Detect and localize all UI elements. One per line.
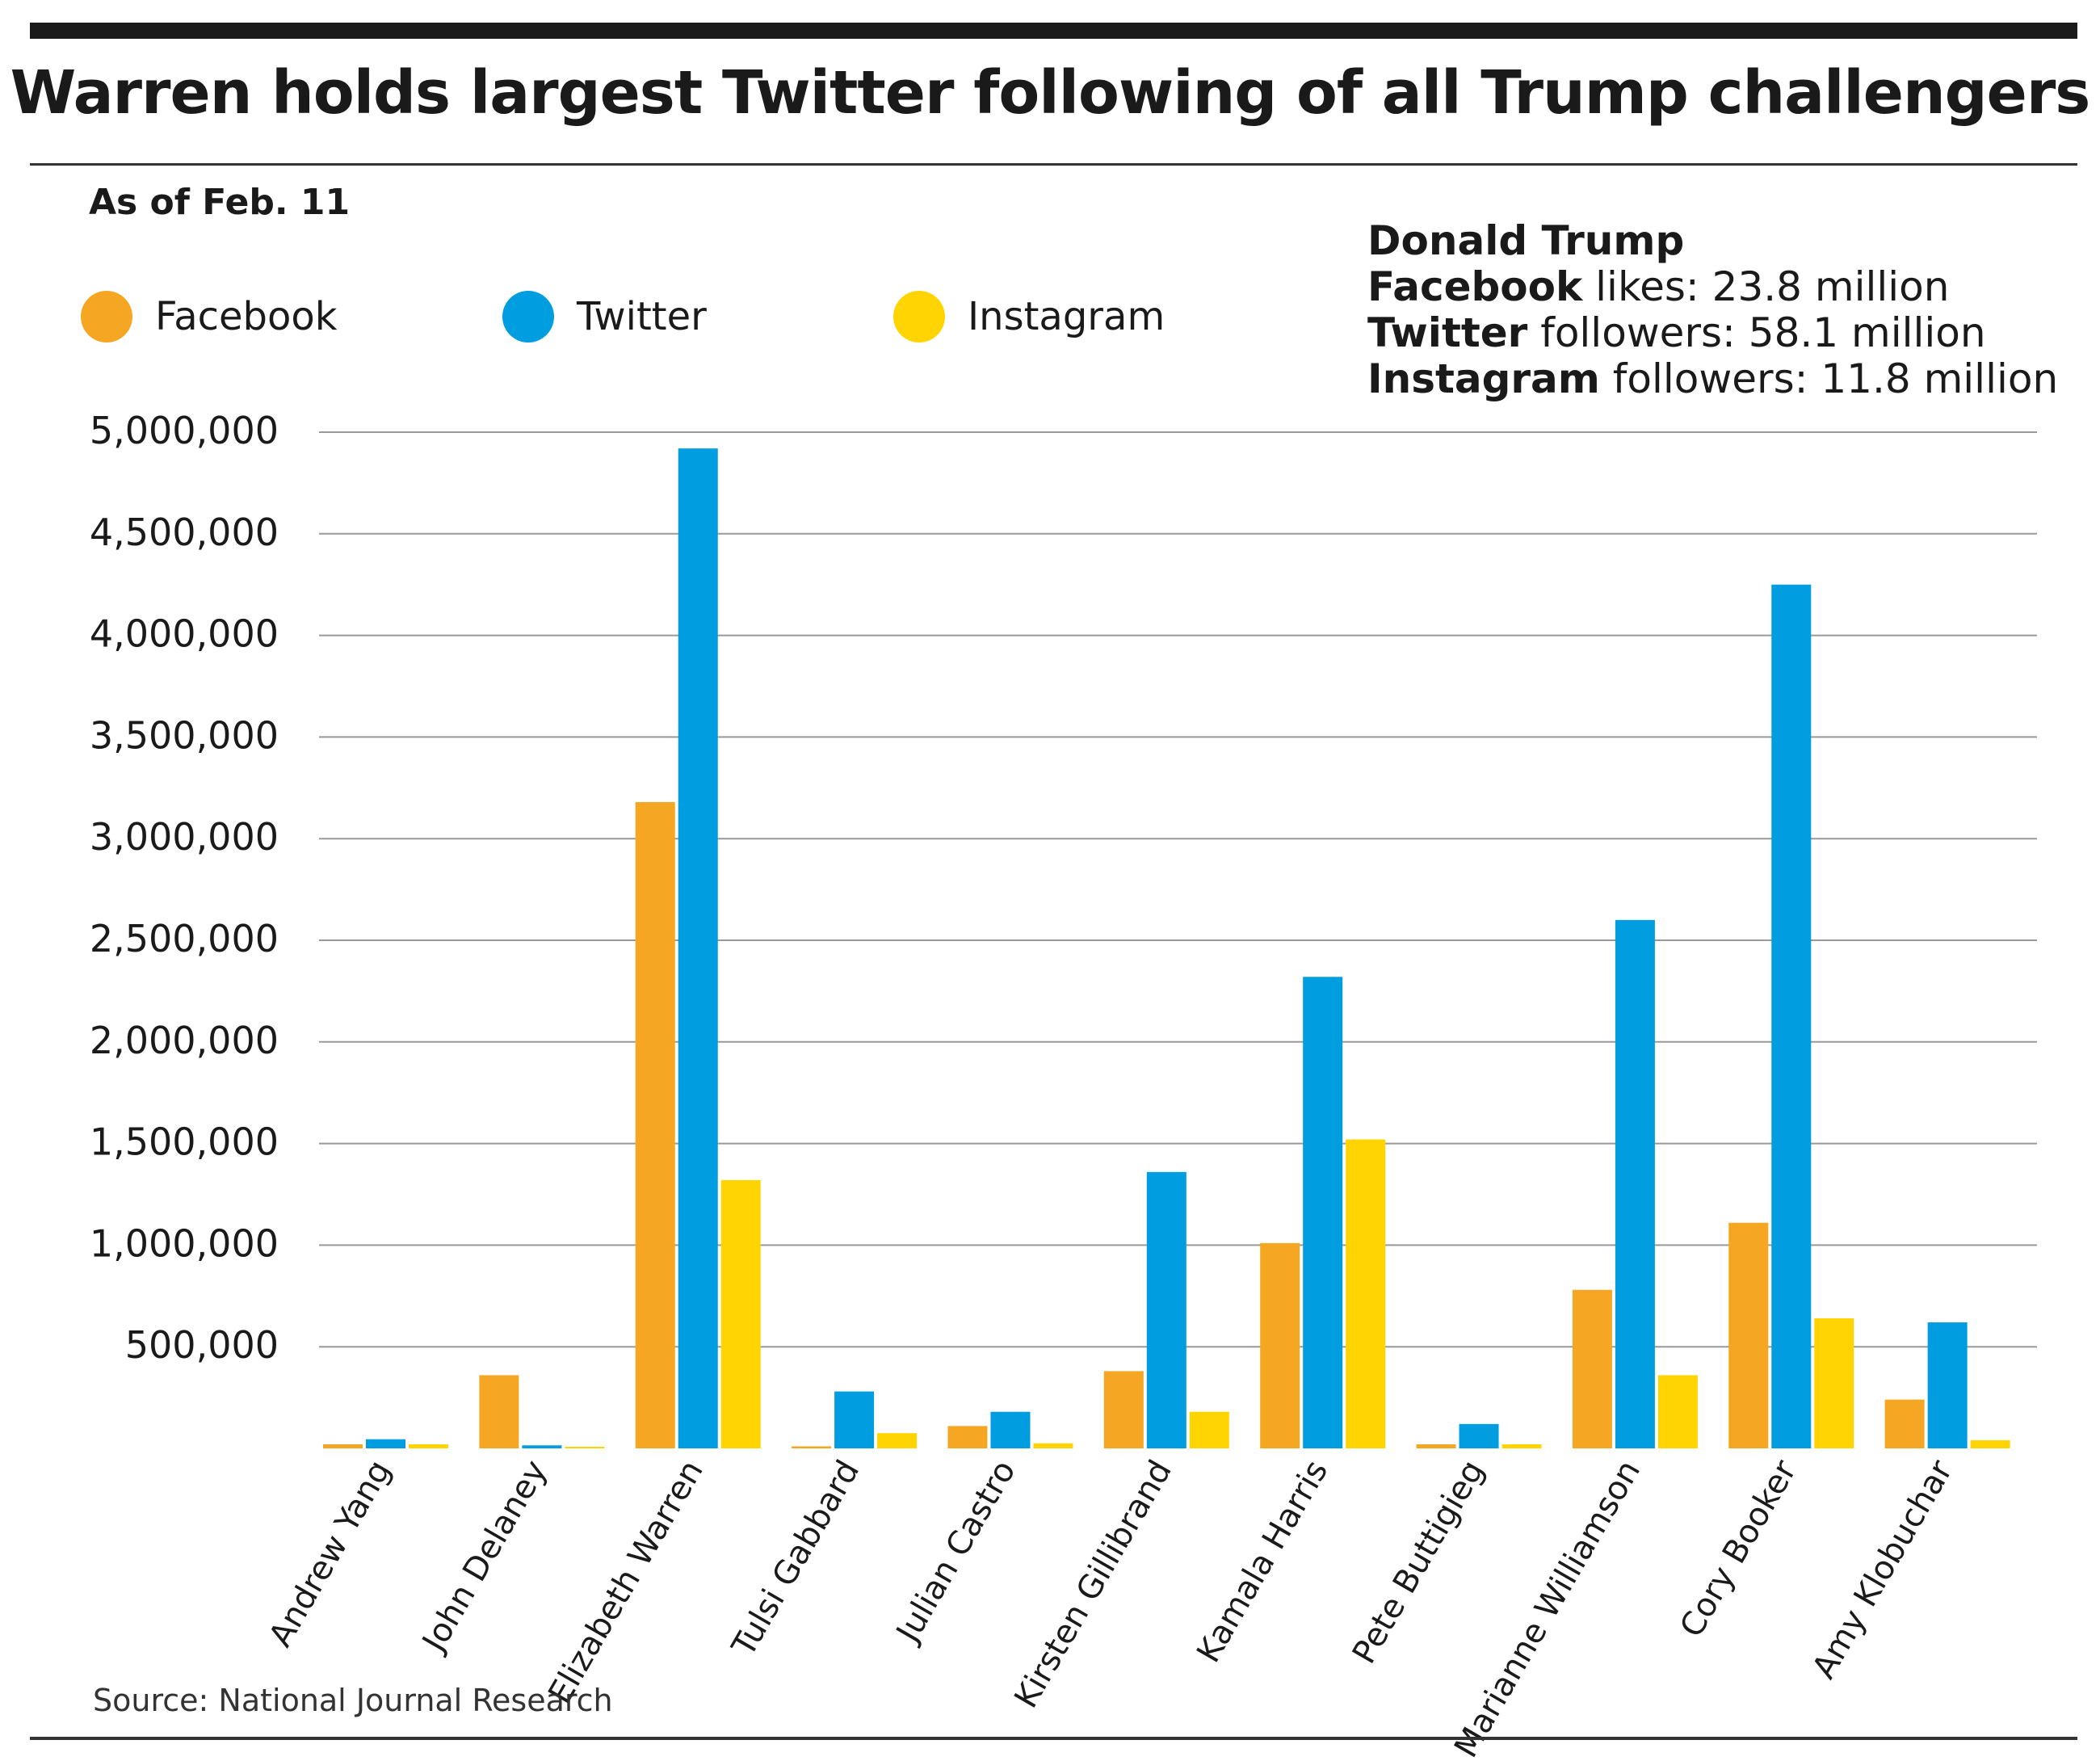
trump-facebook-rest: likes: 23.8 million (1582, 263, 1950, 310)
trump-twitter-line: Twitter followers: 58.1 million (1367, 310, 2058, 356)
bar-twitter (678, 448, 718, 1449)
trump-instagram-line: Instagram followers: 11.8 million (1367, 356, 2058, 402)
y-tick-label: 500,000 (125, 1323, 279, 1367)
bar-instagram (1502, 1444, 1542, 1448)
title-rule (30, 163, 2077, 166)
trump-twitter-bold: Twitter (1367, 309, 1528, 356)
legend-item-instagram: Instagram (893, 291, 1165, 343)
trump-stats-box: Donald Trump Facebook likes: 23.8 millio… (1367, 218, 2058, 402)
top-rule (30, 23, 2077, 39)
x-tick-label: Marianne Williamson (1447, 1454, 1648, 1761)
bar-twitter (1927, 1322, 1968, 1448)
legend-label-facebook: Facebook (155, 294, 338, 339)
trump-facebook-bold: Facebook (1367, 263, 1583, 310)
bar-twitter (1146, 1171, 1186, 1448)
x-tick-label: Elizabeth Warren (541, 1454, 711, 1710)
bar-instagram (1970, 1439, 2010, 1448)
legend-swatch-instagram (893, 291, 945, 343)
x-tick-label: Kirsten Gillibrand (1007, 1454, 1179, 1714)
y-tick-label: 3,000,000 (90, 815, 279, 859)
x-tick-label: Amy Klobuchar (1805, 1454, 1960, 1685)
bar-twitter (990, 1411, 1031, 1448)
x-tick-label: Andrew Yang (262, 1454, 398, 1653)
bar-twitter (1303, 977, 1343, 1448)
y-tick-label: 1,500,000 (90, 1120, 279, 1164)
bar-instagram (1189, 1411, 1229, 1448)
y-tick-label: 2,000,000 (90, 1019, 279, 1062)
source-note: Source: National Journal Research (93, 1683, 613, 1718)
bar-facebook (1103, 1371, 1144, 1448)
x-tick-label: Kamala Harris (1190, 1454, 1335, 1669)
legend-swatch-twitter (502, 291, 554, 343)
trump-facebook-line: Facebook likes: 23.8 million (1367, 264, 2058, 310)
bar-facebook (1572, 1289, 1612, 1448)
chart-subtitle: As of Feb. 11 (89, 182, 351, 223)
x-tick-label: Tulsi Gabbard (724, 1454, 867, 1663)
bar-instagram (720, 1179, 761, 1448)
bar-instagram (409, 1444, 448, 1448)
trump-heading: Donald Trump (1367, 217, 1685, 264)
bar-facebook (1884, 1399, 1925, 1448)
bar-facebook (1728, 1222, 1769, 1448)
x-tick-label: Julian Castro (888, 1454, 1023, 1650)
bar-twitter (1459, 1423, 1499, 1448)
bar-facebook (1416, 1444, 1456, 1448)
trump-instagram-bold: Instagram (1367, 355, 1600, 402)
y-tick-label: 2,500,000 (90, 917, 279, 960)
bar-facebook (947, 1426, 988, 1448)
bar-twitter (1771, 584, 1812, 1449)
x-tick-label: Pete Buttigieg (1346, 1454, 1492, 1670)
bar-twitter (366, 1439, 405, 1448)
legend-item-facebook: Facebook (81, 291, 338, 343)
x-tick-label: Cory Booker (1673, 1454, 1804, 1644)
bar-twitter (834, 1391, 875, 1448)
bar-facebook (792, 1446, 832, 1448)
y-tick-label: 1,000,000 (90, 1221, 279, 1265)
legend-swatch-facebook (81, 291, 132, 343)
bar-facebook (635, 801, 675, 1448)
bar-instagram (565, 1447, 605, 1448)
chart-title: Warren holds largest Twitter following o… (10, 58, 2091, 128)
bar-instagram (1033, 1443, 1073, 1448)
bottom-rule (30, 1737, 2077, 1740)
bar-instagram (1814, 1318, 1854, 1448)
bar-facebook (479, 1375, 519, 1448)
bar-facebook (1260, 1242, 1300, 1448)
bar-twitter (522, 1445, 562, 1448)
y-tick-label: 4,500,000 (90, 511, 279, 554)
bar-twitter (1615, 919, 1655, 1448)
bar-instagram (1657, 1375, 1698, 1448)
trump-instagram-rest: followers: 11.8 million (1599, 355, 2059, 402)
legend-item-twitter: Twitter (502, 291, 707, 343)
bar-instagram (877, 1433, 918, 1448)
legend-label-instagram: Instagram (968, 294, 1166, 339)
bar-instagram (1346, 1139, 1386, 1448)
legend-label-twitter: Twitter (577, 294, 707, 339)
x-tick-label: John Delaney (414, 1454, 555, 1660)
bar-facebook (323, 1444, 363, 1448)
y-tick-label: 4,000,000 (90, 612, 279, 656)
y-tick-label: 5,000,000 (90, 409, 279, 452)
trump-twitter-rest: followers: 58.1 million (1527, 309, 1986, 356)
y-tick-label: 3,500,000 (90, 713, 279, 757)
